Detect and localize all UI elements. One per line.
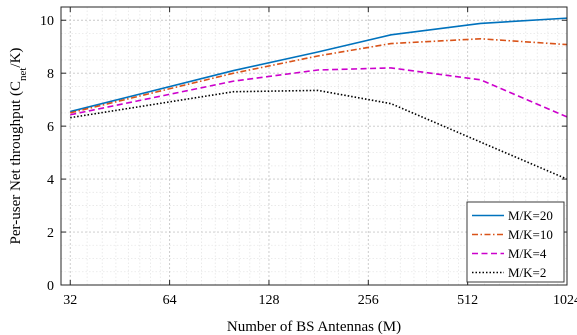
legend-label-3: M/K=4	[508, 246, 547, 261]
x-tick-label: 64	[163, 293, 177, 308]
y-tick-label: 8	[47, 67, 54, 82]
y-axis-label: Per-user Net throughput (Cnet/K)	[8, 48, 29, 245]
x-tick-label: 256	[358, 293, 379, 308]
y-tick-label: 10	[40, 14, 54, 29]
x-tick-label: 512	[457, 293, 478, 308]
y-tick-label: 2	[47, 226, 54, 241]
x-tick-label: 128	[258, 293, 279, 308]
x-tick-label: 1024	[553, 293, 577, 308]
legend-label-2: M/K=10	[508, 227, 553, 242]
y-tick-label: 0	[47, 279, 54, 294]
legend: M/K=20 M/K=10 M/K=4 M/K=2	[466, 201, 565, 283]
series-line-4	[70, 89, 568, 180]
legend-label-4: M/K=2	[508, 265, 546, 280]
series-line-3	[70, 67, 568, 118]
series-line-2	[70, 37, 568, 114]
x-tick-label: 32	[63, 293, 77, 308]
tick-labels: 32 64 128 256 512 1024 0 2 4 6 8 10	[40, 14, 577, 308]
series-line-1	[70, 17, 568, 113]
y-tick-label: 4	[47, 173, 54, 188]
legend-label-1: M/K=20	[508, 208, 553, 223]
series-lines	[70, 17, 568, 180]
x-axis-label: Number of BS Antennas (M)	[227, 319, 401, 335]
plot-frame	[60, 6, 568, 286]
y-tick-label: 6	[47, 120, 54, 135]
